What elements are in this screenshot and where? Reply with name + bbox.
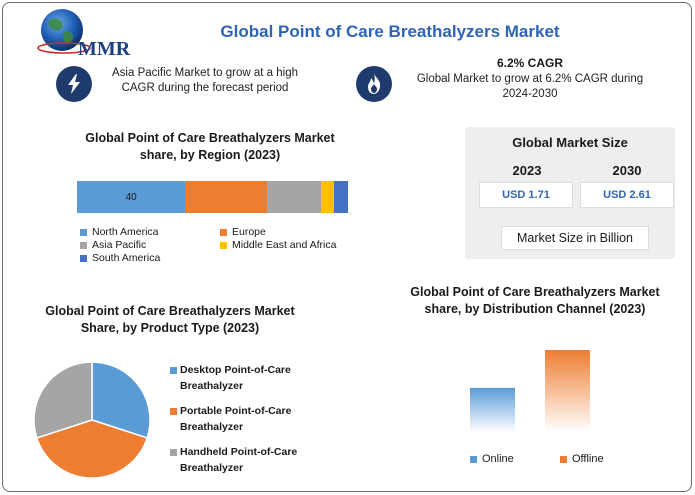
channel-bar-online: [470, 387, 515, 432]
value-2023: USD 1.71: [479, 182, 573, 208]
product-legend: Desktop Point-of-Care Breathalyzer Portab…: [170, 362, 328, 482]
legend-swatch: [470, 455, 477, 463]
flame-icon: [356, 66, 392, 102]
legend-label: Handheld Point-of-Care Breathalyzer: [180, 446, 298, 474]
region-bar-north-america: 40: [77, 181, 186, 213]
legend-swatch: [80, 241, 87, 249]
pie-slice-desktop-point-of-care-breathalyzer: [91, 361, 151, 439]
cagr-text: Global Market to grow at 6.2% CAGR durin…: [416, 73, 644, 100]
legend-label: North America: [92, 226, 159, 238]
legend-swatch: [220, 228, 227, 236]
legend-label: South America: [92, 252, 161, 264]
channel-bar-chart: [470, 350, 590, 432]
pie-slice-portable-point-of-care-breathalyzer: [35, 419, 149, 479]
legend-swatch: [80, 254, 87, 262]
year-2023: 2023: [512, 163, 542, 178]
highlight-apac-text: Asia Pacific Market to grow at a high CA…: [112, 67, 298, 94]
product-type-pie: [33, 361, 151, 479]
legend-swatch: [170, 367, 177, 374]
pie-legend-portable-point-of-care-breathalyzer: Portable Point-of-Care Breathalyzer: [170, 403, 320, 435]
legend-swatch: [170, 449, 177, 456]
region-bar-asia-pacific: [266, 181, 321, 213]
legend-label: Portable Point-of-Care Breathalyzer: [180, 405, 292, 433]
legend-asia-pacific: Asia Pacific: [80, 239, 146, 251]
market-size-title: Global Market Size: [512, 135, 628, 150]
legend-middle-east-and-africa: Middle East and Africa: [220, 239, 336, 251]
legend-label: Asia Pacific: [92, 239, 147, 251]
mmr-logo: MMR: [37, 9, 131, 60]
legend-swatch: [170, 408, 177, 415]
pie-legend-desktop-point-of-care-breathalyzer: Desktop Point-of-Care Breathalyzer: [170, 362, 320, 394]
legend-label: Middle East and Africa: [232, 239, 337, 251]
region-legend: North America Europe Asia Pacific Middle Ea…: [80, 226, 360, 266]
region-chart-title: Global Point of Care Breathalyzers Marke…: [85, 131, 335, 162]
pie-legend-handheld-point-of-care-breathalyzer: Handheld Point-of-Care Breathalyzer: [170, 444, 320, 476]
legend-label: Online: [482, 453, 514, 465]
legend-label: Offline: [572, 453, 604, 465]
region-bar-middle-east-and-africa: [320, 181, 335, 213]
legend-swatch: [80, 228, 87, 236]
channel-legend-online: Online: [470, 453, 514, 465]
legend-europe: Europe: [220, 226, 266, 238]
legend-label: Europe: [232, 226, 266, 238]
product-chart-title: Global Point of Care Breathalyzers Marke…: [45, 304, 295, 335]
legend-north-america: North America: [80, 226, 159, 238]
legend-swatch: [560, 455, 567, 463]
channel-legend: Online Offline: [460, 453, 640, 469]
legend-south-america: South America: [80, 252, 160, 264]
market-size-unit: Market Size in Billion: [501, 226, 649, 250]
channel-bar-offline: [545, 350, 590, 432]
year-2030: 2030: [612, 163, 642, 178]
brand-text: MMR: [78, 38, 131, 60]
region-bar-europe: [185, 181, 267, 213]
legend-label: Desktop Point-of-Care Breathalyzer: [180, 364, 291, 392]
channel-chart-title: Global Point of Care Breathalyzers Marke…: [410, 285, 660, 316]
value-2030: USD 2.61: [580, 182, 674, 208]
pie-slice-handheld-point-of-care-breathalyzer: [33, 361, 93, 439]
page-title: Global Point of Care Breathalyzers Marke…: [220, 22, 560, 41]
lightning-icon: [56, 66, 92, 102]
region-bar-south-america: [334, 181, 348, 213]
channel-legend-offline: Offline: [560, 453, 604, 465]
region-data-label: 40: [125, 191, 137, 203]
cagr-heading: 6.2% CAGR: [496, 56, 564, 70]
legend-swatch: [220, 241, 227, 249]
region-stacked-bar: 40: [77, 181, 348, 213]
